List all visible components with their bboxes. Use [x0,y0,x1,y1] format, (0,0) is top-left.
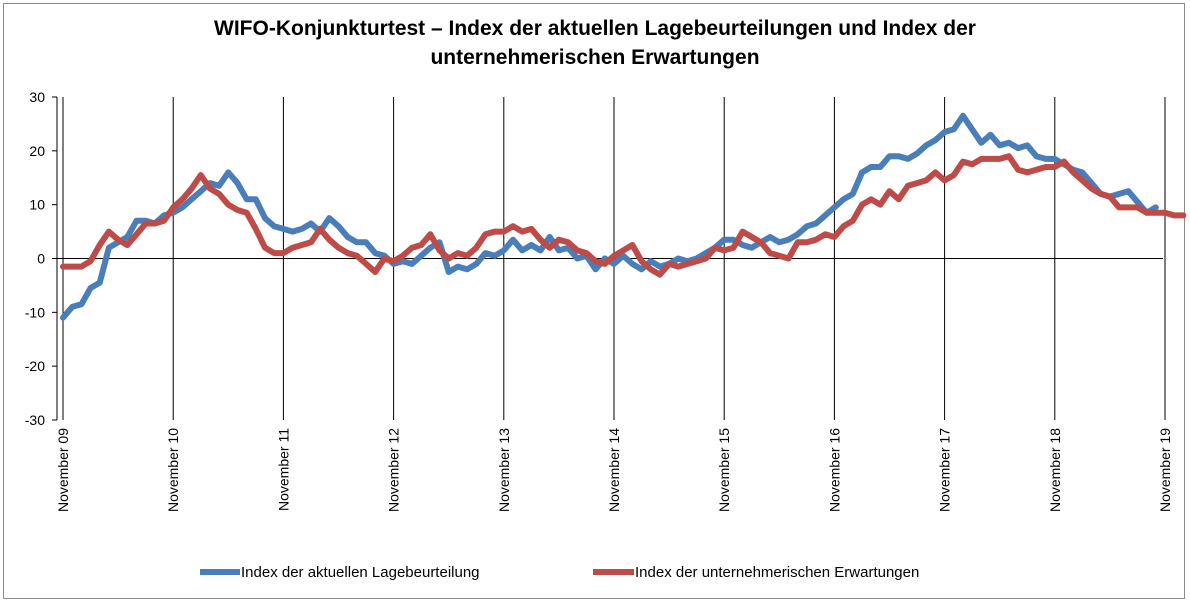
chart-frame [3,3,1185,599]
x-tick-label: November 15 [716,428,732,512]
y-tick-label: 10 [29,197,45,213]
x-tick-label: November 12 [386,428,402,512]
y-tick-label: -20 [25,358,45,374]
x-tick-label: November 11 [275,428,291,511]
y-tick-label: -30 [25,412,45,428]
y-tick-label: 0 [37,251,45,267]
legend: Index der aktuellen Lagebeurteilung Index… [200,564,919,581]
x-tick-labels: November 09 November 10 November 11 Novembe… [55,428,1173,512]
y-tick-label: 20 [29,143,45,159]
x-tick-label: November 13 [496,428,512,512]
x-tick-label: November 14 [606,428,622,512]
y-tick-label: 30 [29,89,45,105]
x-tick-label: November 09 [55,428,71,512]
series-line-2 [60,153,1187,278]
chart-title-line2: unternehmerischen Erwartungen [430,46,760,69]
y-tick-labels: 30 20 10 0 -10 -20 -30 [25,89,45,428]
y-tick-label: -10 [25,304,45,320]
x-tick-label: November 19 [1157,428,1173,512]
x-tick-label: November 16 [826,428,842,512]
series-lines [60,112,1187,321]
series-line-1 [60,112,1159,321]
chart-title-line1: WIFO-Konjunkturtest – Index der aktuelle… [214,17,976,40]
chart-title: WIFO-Konjunkturtest – Index der aktuelle… [0,14,1190,72]
x-tick-label: November 10 [165,428,181,512]
legend-label-2: Index der unternehmerischen Erwartungen [635,564,919,581]
x-tick-label: November 18 [1047,428,1063,512]
x-tick-label: November 17 [937,428,953,512]
legend-label-1: Index der aktuellen Lagebeurteilung [241,564,480,581]
